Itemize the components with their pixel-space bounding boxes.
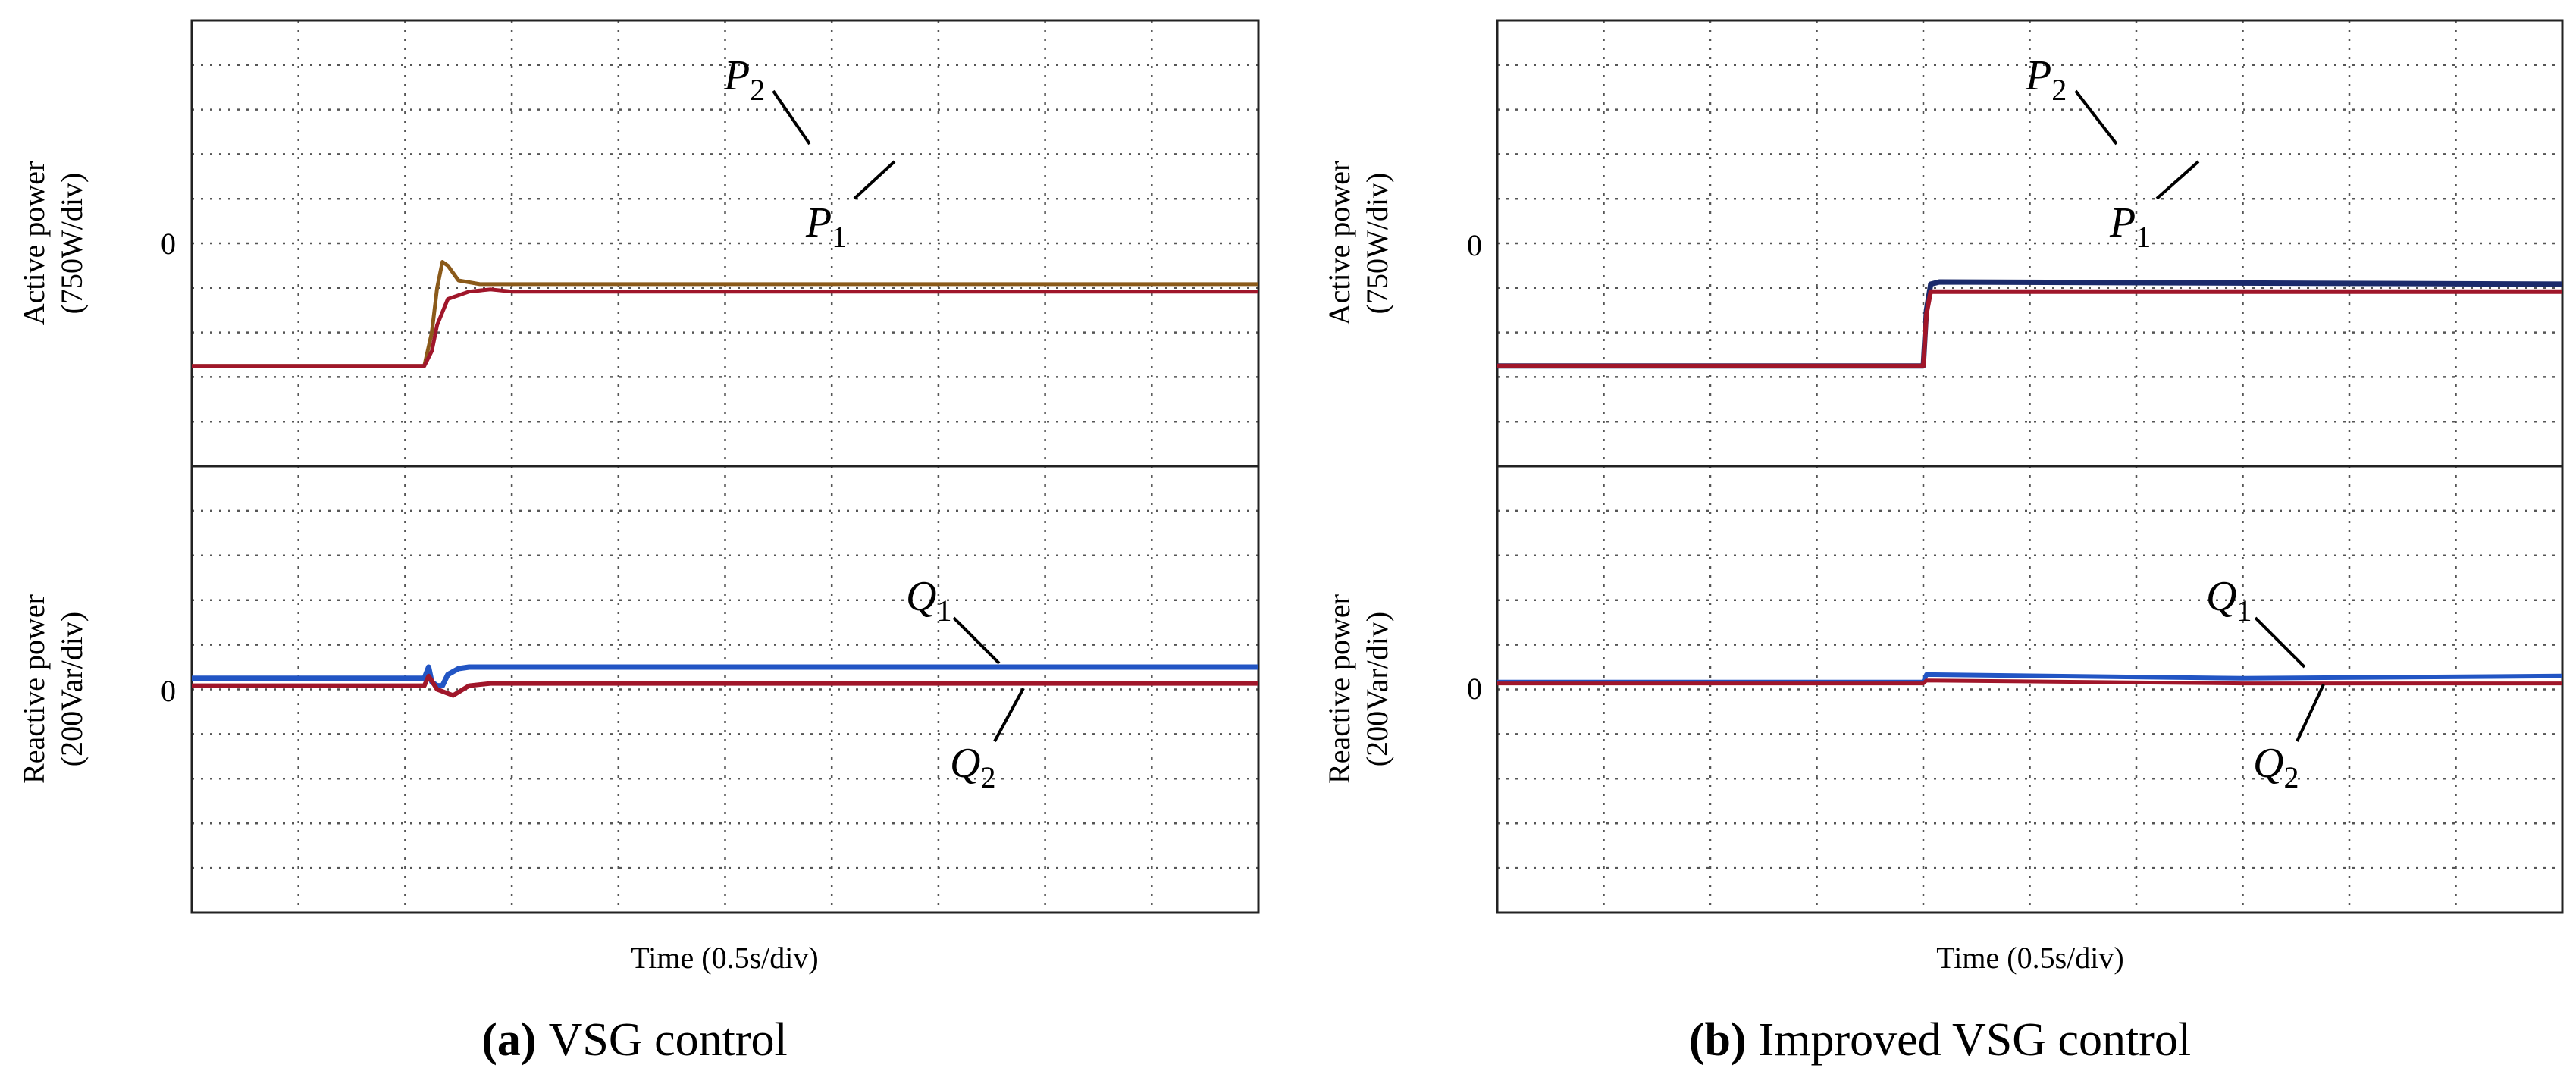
active-power-traces-a (192, 260, 1258, 368)
active-power-grid-b (1497, 20, 2562, 466)
trace-q2-a-reactive (192, 673, 1258, 698)
caption-text-a: VSG control (549, 1014, 788, 1066)
label-q1-a: Q1 (906, 573, 1001, 665)
svg-text:P2: P2 (723, 52, 765, 107)
active-power-ylabel-line2-a: (750W/div) (55, 173, 89, 315)
trace-q2-b-reactive (1497, 678, 2562, 686)
trace-p2-a-active (192, 260, 1258, 368)
label-q1-b: Q1 (2206, 573, 2306, 669)
svg-text:Q1: Q1 (2206, 573, 2252, 628)
trace-p1-b-active (1497, 289, 2562, 368)
active-power-ylabel-line1-a: Active power (17, 161, 51, 326)
active-power-ylabel-line1-b: Active power (1322, 161, 1356, 326)
reactive-power-grid-a (192, 466, 1258, 913)
reactive-zero-label-b: 0 (1467, 672, 1482, 706)
reactive-power-ylabel-line1-b: Reactive power (1322, 594, 1356, 784)
reactive-zero-label-a: 0 (161, 674, 176, 708)
xlabel-b: Time (0.5s/div) (1936, 941, 2123, 975)
svg-text:Q2: Q2 (950, 740, 995, 794)
caption-a: (a) VSG control (481, 1014, 787, 1066)
caption-b: (b) Improved VSG control (1689, 1014, 2191, 1066)
reactive-power-traces-a (192, 664, 1258, 698)
label-q2-b: Q2 (2253, 684, 2325, 794)
label-p1-b: P1 (2109, 160, 2200, 254)
label-q2-a: Q2 (950, 688, 1025, 794)
trace-p1-a-active (192, 287, 1258, 368)
active-power-grid-a (192, 20, 1258, 466)
reactive-power-grid-b (1497, 466, 2562, 913)
active-zero-label-b: 0 (1467, 228, 1482, 262)
svg-text:P1: P1 (805, 199, 847, 254)
trace-q1-a-reactive (192, 664, 1258, 689)
svg-text:Q1: Q1 (906, 573, 951, 628)
active-zero-label-a: 0 (161, 227, 176, 261)
svg-text:Q2: Q2 (2253, 740, 2299, 794)
reactive-power-ylabel-line2-b: (200Var/div) (1360, 612, 1394, 766)
active-power-traces-b (1497, 279, 2563, 369)
label-p1-a: P1 (805, 160, 896, 254)
caption-text-b: Improved VSG control (1759, 1014, 2192, 1066)
panel-b: Active power (750W/div) Reactive power (… (1322, 19, 2564, 1066)
label-p2-a: P2 (723, 52, 811, 146)
panel-a: Active power (750W/div) Reactive power (… (17, 19, 1260, 1066)
label-p2-b: P2 (2025, 52, 2118, 146)
svg-text:P2: P2 (2025, 52, 2067, 107)
caption-letter-a: (a) (481, 1014, 536, 1066)
caption-letter-b: (b) (1689, 1014, 1747, 1066)
reactive-power-ylabel-line2-a: (200Var/div) (55, 612, 89, 766)
reactive-power-ylabel-line1-a: Reactive power (17, 594, 51, 784)
active-power-ylabel-line2-b: (750W/div) (1360, 173, 1394, 315)
reactive-power-traces-b (1497, 672, 2563, 686)
svg-text:P1: P1 (2109, 199, 2151, 254)
xlabel-a: Time (0.5s/div) (631, 941, 818, 975)
